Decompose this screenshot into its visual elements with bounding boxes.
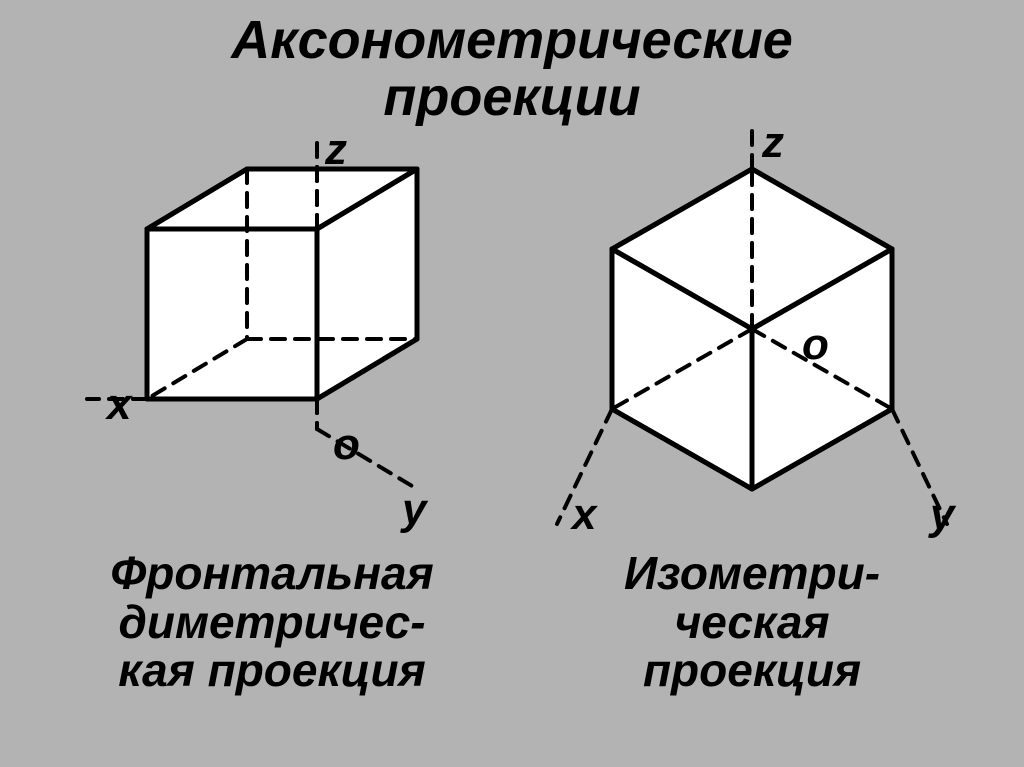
left-caption-line-3: кая проекция xyxy=(118,644,425,696)
svg-text:o: o xyxy=(333,420,360,469)
right-caption: Изометри- ческая проекция xyxy=(624,549,880,694)
svg-text:x: x xyxy=(570,490,598,539)
slide: Аксонометрические проекции x y z o Фронталь… xyxy=(0,0,1024,767)
svg-text:o: o xyxy=(802,320,829,369)
svg-text:y: y xyxy=(928,490,957,539)
title-line-2: проекции xyxy=(383,67,640,127)
left-panel: x y z o Фронтальная диметричес- кая проекци… xyxy=(32,129,512,694)
right-caption-line-1: Изометри- xyxy=(624,547,880,599)
left-caption: Фронтальная диметричес- кая проекция xyxy=(110,549,433,694)
dimetric-cube-diagram: x y z o xyxy=(57,129,487,539)
main-title: Аксонометрические проекции xyxy=(231,12,793,125)
svg-text:y: y xyxy=(400,485,429,534)
diagram-row: x y z o Фронтальная диметричес- кая проекци… xyxy=(0,129,1024,694)
isometric-cube-diagram: x y z o xyxy=(512,129,992,539)
left-caption-line-2: диметричес- xyxy=(118,596,425,648)
right-caption-line-3: проекция xyxy=(643,644,861,696)
left-caption-line-1: Фронтальная xyxy=(110,547,433,599)
right-caption-line-2: ческая xyxy=(674,596,829,648)
svg-text:z: z xyxy=(761,129,784,167)
right-panel: x y z o Изометри- ческая проекция xyxy=(512,129,992,694)
svg-text:x: x xyxy=(105,380,133,429)
title-line-1: Аксонометрические xyxy=(231,10,793,70)
svg-text:z: z xyxy=(324,129,347,174)
